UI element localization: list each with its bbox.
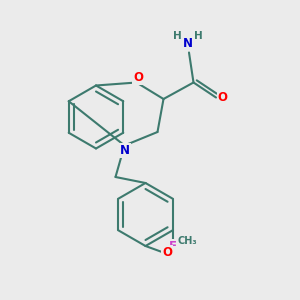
Text: O: O (162, 245, 172, 259)
Text: O: O (133, 70, 143, 84)
Text: CH₃: CH₃ (177, 236, 197, 247)
Text: N: N (120, 144, 130, 158)
Text: F: F (169, 240, 177, 253)
Text: N: N (182, 37, 193, 50)
Text: O: O (218, 91, 228, 104)
Text: H: H (194, 31, 202, 41)
Text: H: H (172, 31, 182, 41)
